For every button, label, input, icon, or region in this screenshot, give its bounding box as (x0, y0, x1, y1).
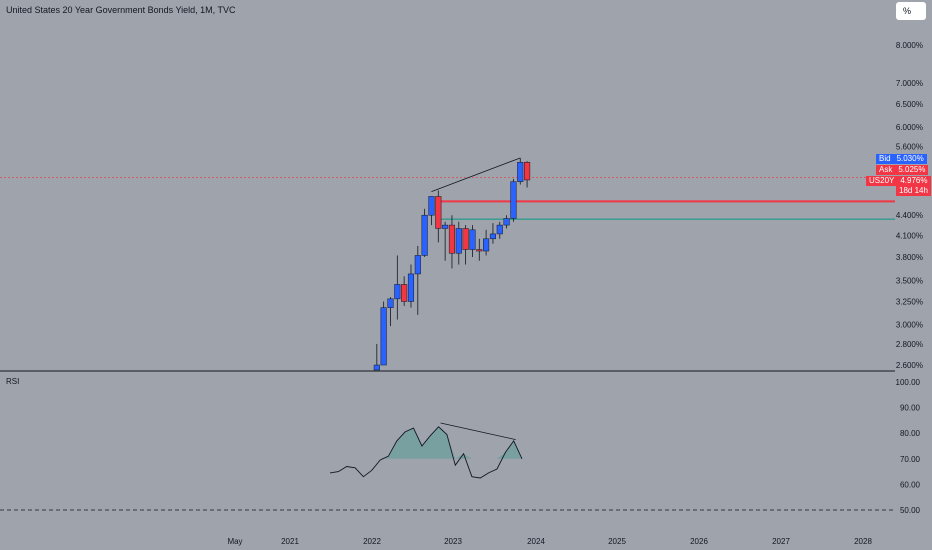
time-tick-label: May (227, 537, 242, 546)
price-tick-label: 3.500% (896, 276, 923, 285)
rsi-tick-label: 60.00 (900, 480, 921, 489)
last-price-tag: US20Y 4.976% (866, 176, 931, 186)
price-tick-label: 2.800% (896, 340, 923, 349)
rsi-line (329, 426, 523, 479)
candle-body (489, 233, 496, 240)
candle-body (428, 196, 435, 216)
price-tick-label: 4.400% (896, 211, 923, 220)
price-pane (0, 157, 895, 371)
time-tick-label: 2027 (772, 537, 790, 546)
price-tick-label: 2.600% (896, 361, 923, 370)
candle-body (496, 224, 503, 235)
candle-body (524, 161, 531, 181)
price-tick-label: 4.100% (896, 231, 923, 240)
price-tick-label: 8.000% (896, 41, 923, 50)
candle-body (483, 238, 490, 252)
candle-body (387, 298, 394, 308)
price-tick-label: 5.600% (896, 143, 923, 152)
ask-value: 5.025% (895, 165, 929, 175)
candle-body (462, 228, 469, 250)
price-tick-label: 3.000% (896, 320, 923, 329)
price-tick-label: 6.000% (896, 123, 923, 132)
candle-body (407, 273, 415, 302)
candle-body (503, 218, 510, 226)
rsi-tick-label: 80.00 (900, 429, 921, 438)
price-tick-label: 6.500% (896, 100, 923, 109)
candle-body (517, 161, 524, 182)
time-tick-label: 2021 (281, 537, 299, 546)
ask-label: Ask (876, 165, 896, 175)
rsi-overbought-fill (330, 426, 522, 459)
rsi-trendline (440, 422, 516, 440)
candle-body (476, 249, 483, 252)
candle-body (380, 307, 387, 366)
candle-body (435, 196, 442, 229)
price-tick-label: 3.250% (896, 297, 923, 306)
price-tick-label: 3.800% (896, 253, 923, 262)
rsi-pane (0, 422, 895, 511)
time-tick-label: 2026 (690, 537, 708, 546)
candle-body (414, 255, 421, 275)
price-axis: 2.600% 2.800% 3.000% 3.250% 3.500% 3.800% 4.10… (896, 41, 923, 370)
ask-price-tag: Ask 5.025% (876, 165, 929, 175)
bid-label: Bid (876, 154, 894, 164)
last-value: 4.976% (897, 176, 931, 186)
time-tick-label: 2023 (444, 537, 462, 546)
rsi-tick-label: 100.00 (896, 378, 921, 387)
price-trendline (431, 157, 521, 193)
candle-body (510, 181, 517, 219)
rsi-tick-label: 50.00 (900, 506, 921, 515)
symbol-label: US20Y (866, 176, 898, 186)
rsi-axis: 50.00 60.00 70.00 80.00 90.00 100.00 (896, 378, 921, 515)
time-tick-label: 2022 (363, 537, 381, 546)
time-axis: May 2021 2022 2023 2024 2025 2026 2027 2028 (227, 537, 872, 546)
price-tick-label: 7.000% (896, 79, 923, 88)
candle-body (455, 228, 462, 254)
percent-scale-button[interactable]: % (896, 2, 926, 20)
time-tick-label: 2028 (854, 537, 872, 546)
candle-body (442, 224, 449, 229)
time-tick-label: 2024 (527, 537, 545, 546)
candle-body (448, 224, 456, 254)
candle-body (373, 364, 380, 371)
candle-body (421, 214, 428, 256)
chart-title: United States 20 Year Government Bonds Y… (6, 5, 236, 15)
rsi-tick-label: 70.00 (900, 455, 921, 464)
rsi-pane-label: RSI (6, 377, 20, 386)
bar-countdown: 18d 14h (896, 186, 931, 196)
rsi-tick-label: 90.00 (900, 404, 921, 413)
candle-body (394, 284, 401, 300)
candle-body (469, 229, 476, 250)
bid-price-tag: Bid 5.030% (876, 154, 927, 164)
time-tick-label: 2025 (608, 537, 626, 546)
bid-value: 5.030% (893, 154, 927, 164)
candle-body (401, 284, 408, 302)
